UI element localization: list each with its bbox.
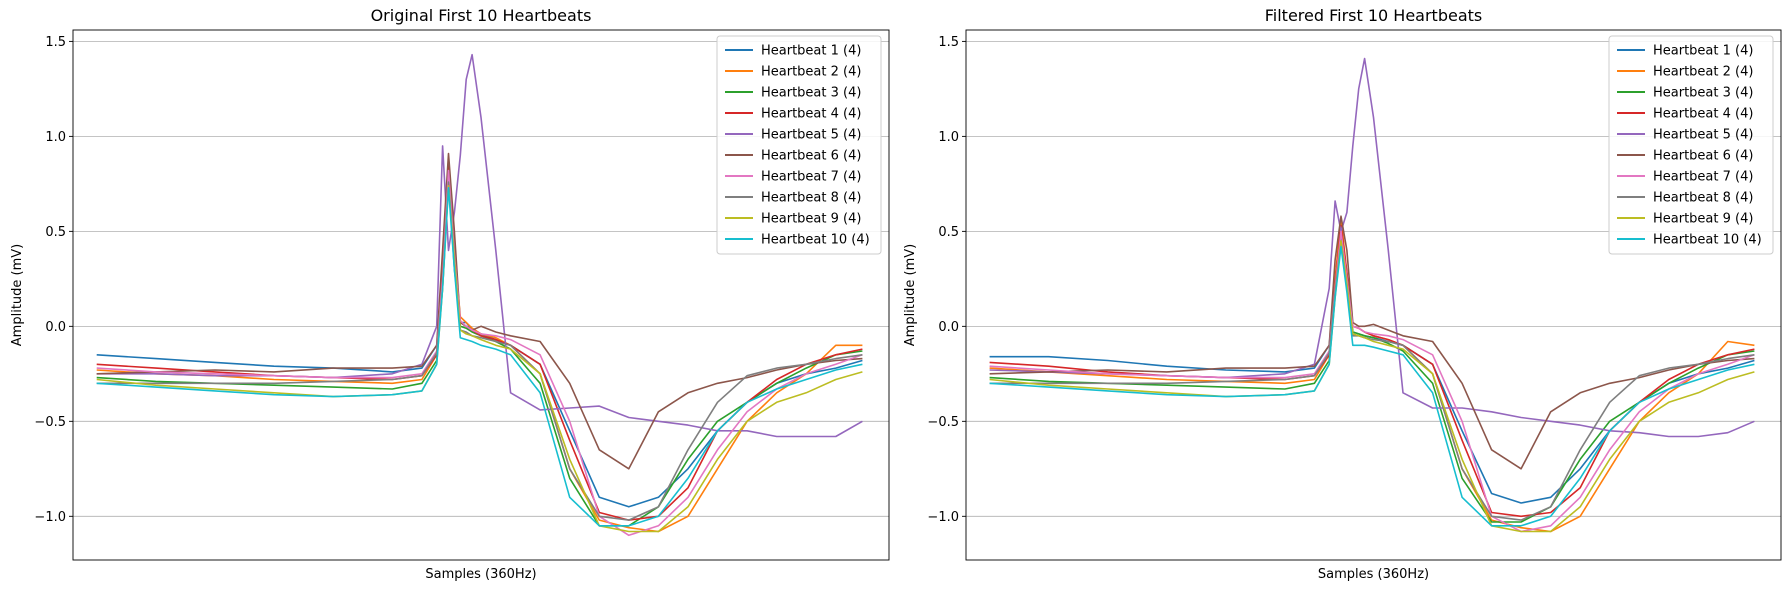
legend-item-label: Heartbeat 8 (4) [761,191,861,206]
y-tick-label: 1.0 [45,130,66,145]
legend-item-label: Heartbeat 4 (4) [1653,107,1753,122]
y-tick-label: 1.5 [938,35,959,50]
y-tick-label: −0.5 [34,415,66,430]
series-line-4 [989,224,1755,518]
legend-item-label: Heartbeat 10 (4) [761,233,870,248]
y-tick-label: −1.0 [927,510,959,525]
legend-item-label: Heartbeat 3 (4) [1653,86,1753,101]
series-line-7 [96,169,863,537]
legend-item-label: Heartbeat 6 (4) [1653,149,1753,164]
legend-item-label: Heartbeat 2 (4) [1653,65,1753,80]
legend-item-label: Heartbeat 9 (4) [761,212,861,227]
y-axis-label: Amplitude (mV) [10,244,25,346]
y-tick-label: 0.0 [938,320,959,335]
legend-item-label: Heartbeat 7 (4) [1653,170,1753,185]
legend-box [1608,35,1774,255]
legend-item-label: Heartbeat 1 (4) [1653,44,1753,59]
series-line-9 [989,240,1755,533]
series-line-7 [989,230,1755,533]
y-tick-label: −1.0 [34,510,66,525]
x-axis-label: Samples (360Hz) [425,567,536,582]
legend-box [716,35,882,255]
y-tick-label: −0.5 [927,415,959,430]
legend-item-label: Heartbeat 8 (4) [1653,191,1753,206]
legend-item-label: Heartbeat 7 (4) [761,170,861,185]
y-tick-label: 1.0 [938,130,959,145]
y-tick-label: 0.0 [45,320,66,335]
legend-item-label: Heartbeat 5 (4) [1653,128,1753,143]
legend-item-label: Heartbeat 1 (4) [761,44,861,59]
series-line-10 [989,245,1755,527]
legend-item-label: Heartbeat 3 (4) [761,86,861,101]
series-line-8 [989,240,1755,521]
axes-frame [965,29,1782,561]
y-tick-label: 1.5 [45,35,66,50]
series-line-6 [989,215,1755,470]
series-line-3 [989,230,1755,523]
y-tick-label: 0.5 [938,225,959,240]
legend-item-label: Heartbeat 4 (4) [761,107,861,122]
chart-title: Filtered First 10 Heartbeats [1265,6,1483,25]
series-line-10 [96,186,863,527]
y-axis-label: Amplitude (mV) [903,244,918,346]
y-tick-label: 0.5 [45,225,66,240]
series-line-6 [96,152,863,470]
chart-title: Original First 10 Heartbeats [371,6,592,25]
axes-frame [72,29,890,561]
chart-panel-filtered: 1.5 1.0 0.5 0.0 −0.5 −1.0 Filtered First 10 He… [903,6,1782,582]
legend-item-label: Heartbeat 10 (4) [1653,233,1762,248]
series-line-5 [989,57,1755,438]
legend-item-label: Heartbeat 2 (4) [761,65,861,80]
chart-panel-original: 1.5 1.0 0.5 0.0 −0.5 −1.0 Original First 10 He… [10,6,890,582]
legend-item-label: Heartbeat 9 (4) [1653,212,1753,227]
x-axis-label: Samples (360Hz) [1318,567,1429,582]
series-line-8 [96,181,863,521]
legend-item-label: Heartbeat 5 (4) [761,128,861,143]
legend-item-label: Heartbeat 6 (4) [761,149,861,164]
series-line-5 [96,53,863,438]
